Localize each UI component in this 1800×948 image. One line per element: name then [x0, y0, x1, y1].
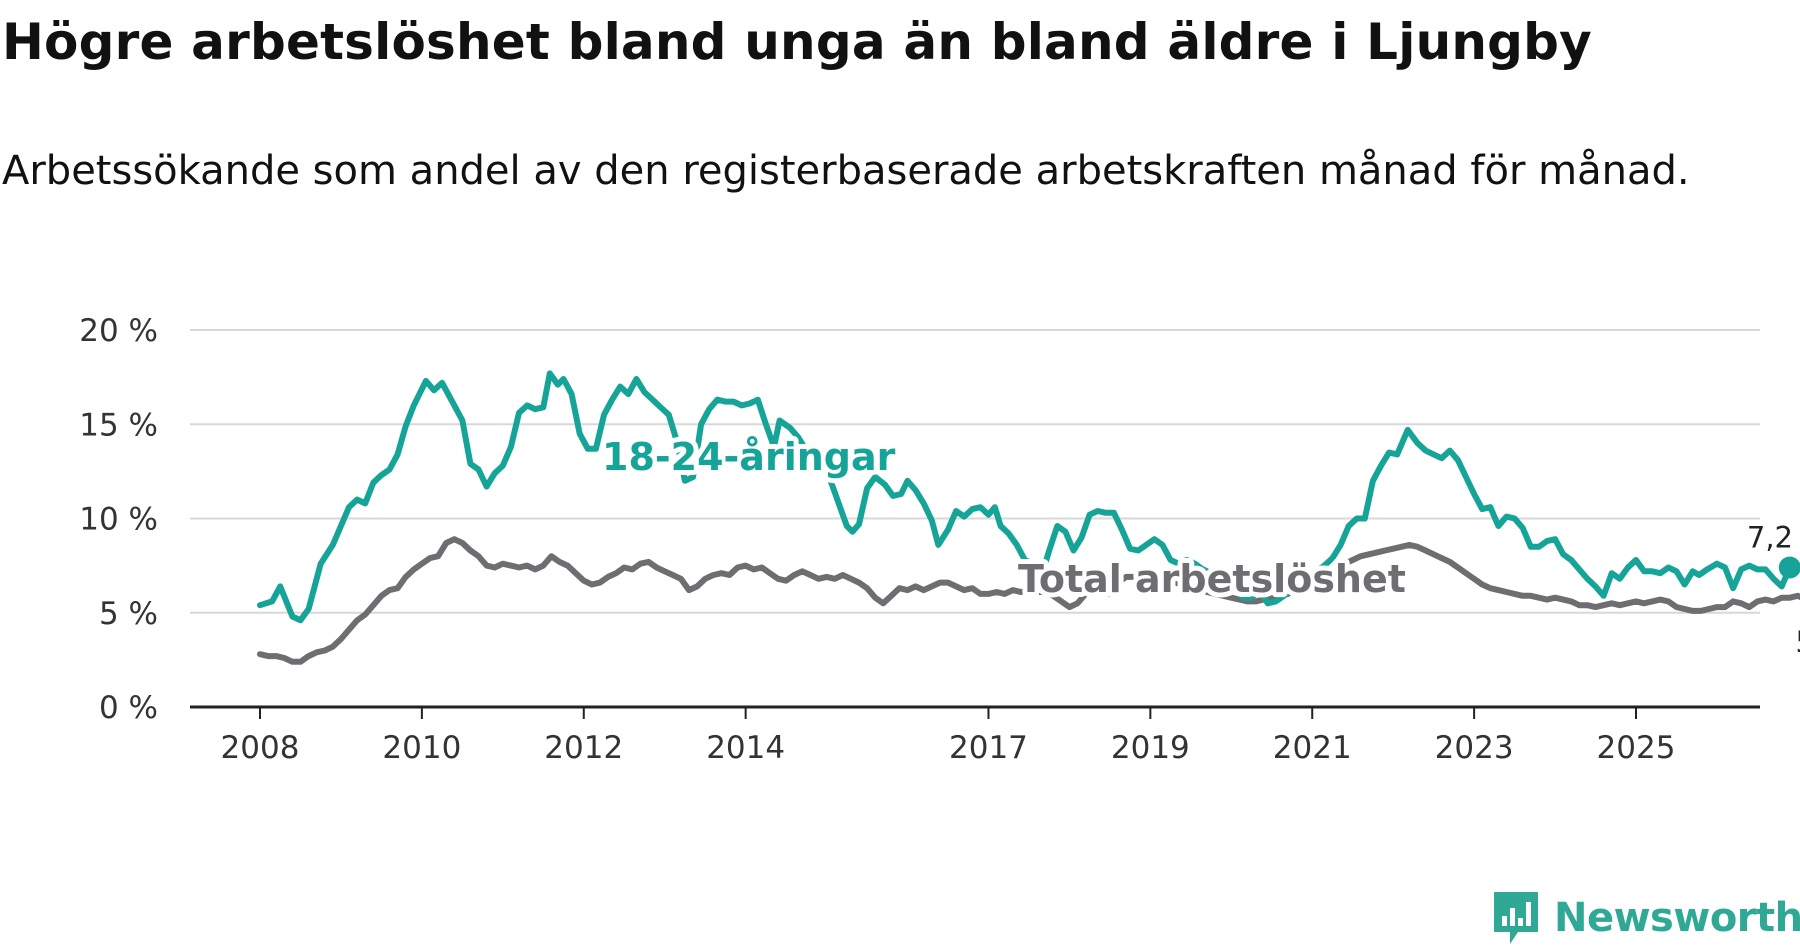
y-tick-label: 0 % — [99, 690, 158, 726]
y-tick: 20 % — [79, 313, 158, 349]
y-tick-label: 10 % — [79, 502, 158, 538]
series-label-total-halo: Total arbetslöshet — [1018, 557, 1406, 601]
series-label-youth: 18-24-åringar — [602, 435, 896, 479]
series-line-youth — [257, 370, 1793, 624]
y-tick-label: 5 % — [99, 596, 158, 632]
end-label-youth: 7,2 % — [1747, 521, 1800, 555]
x-tick: 2025 — [1597, 730, 1676, 766]
x-tick: 2008 — [221, 730, 300, 766]
x-tick-label: 2012 — [544, 730, 623, 766]
x-tick: 2010 — [382, 730, 461, 766]
x-tick-label: 2025 — [1597, 730, 1676, 766]
series-label-youth-halo: 18-24-åringar — [602, 435, 896, 479]
page-title: Högre arbetslöshet bland unga än bland ä… — [2, 13, 1592, 71]
x-tick: 2012 — [544, 730, 623, 766]
series-label-total: Total arbetslöshet — [1018, 557, 1406, 601]
series-endpoint-youth — [1778, 556, 1800, 579]
x-tick-label: 2019 — [1111, 730, 1190, 766]
x-tick-label: 2010 — [382, 730, 461, 766]
x-tick: 2021 — [1273, 730, 1352, 766]
y-tick: 0 % — [99, 690, 158, 726]
x-tick-label: 2023 — [1435, 730, 1514, 766]
y-tick: 10 % — [79, 502, 158, 538]
newsworthy-logo-icon — [1494, 892, 1538, 944]
series-line-total — [257, 536, 1800, 665]
x-tick-label: 2014 — [706, 730, 785, 766]
y-tick: 15 % — [79, 407, 158, 443]
y-tick: 5 % — [99, 596, 158, 632]
x-axis: 2008 2010 2012 2014 2017 2019 2021 2023 2025 — [190, 705, 1760, 766]
x-tick-label: 2021 — [1273, 730, 1352, 766]
newsworthy-wordmark: Newsworthy — [1554, 895, 1800, 941]
x-tick-label: 2017 — [949, 730, 1028, 766]
gridlines — [190, 329, 1760, 614]
x-tick: 2023 — [1435, 730, 1514, 766]
x-tick: 2017 — [949, 730, 1028, 766]
end-label-total: 5,2 % — [1795, 625, 1800, 659]
page-subtitle: Arbetssökande som andel av den registerb… — [2, 148, 1690, 194]
newsworthy-logo: Newsworthy — [1490, 888, 1800, 948]
series-layer — [257, 370, 1800, 665]
x-tick-label: 2008 — [221, 730, 300, 766]
x-tick: 2014 — [706, 730, 785, 766]
y-tick-label: 15 % — [79, 407, 158, 443]
y-axis: 0 % 5 % 10 % 15 % 20 % — [79, 313, 158, 726]
x-tick: 2019 — [1111, 730, 1190, 766]
y-tick-label: 20 % — [79, 313, 158, 349]
